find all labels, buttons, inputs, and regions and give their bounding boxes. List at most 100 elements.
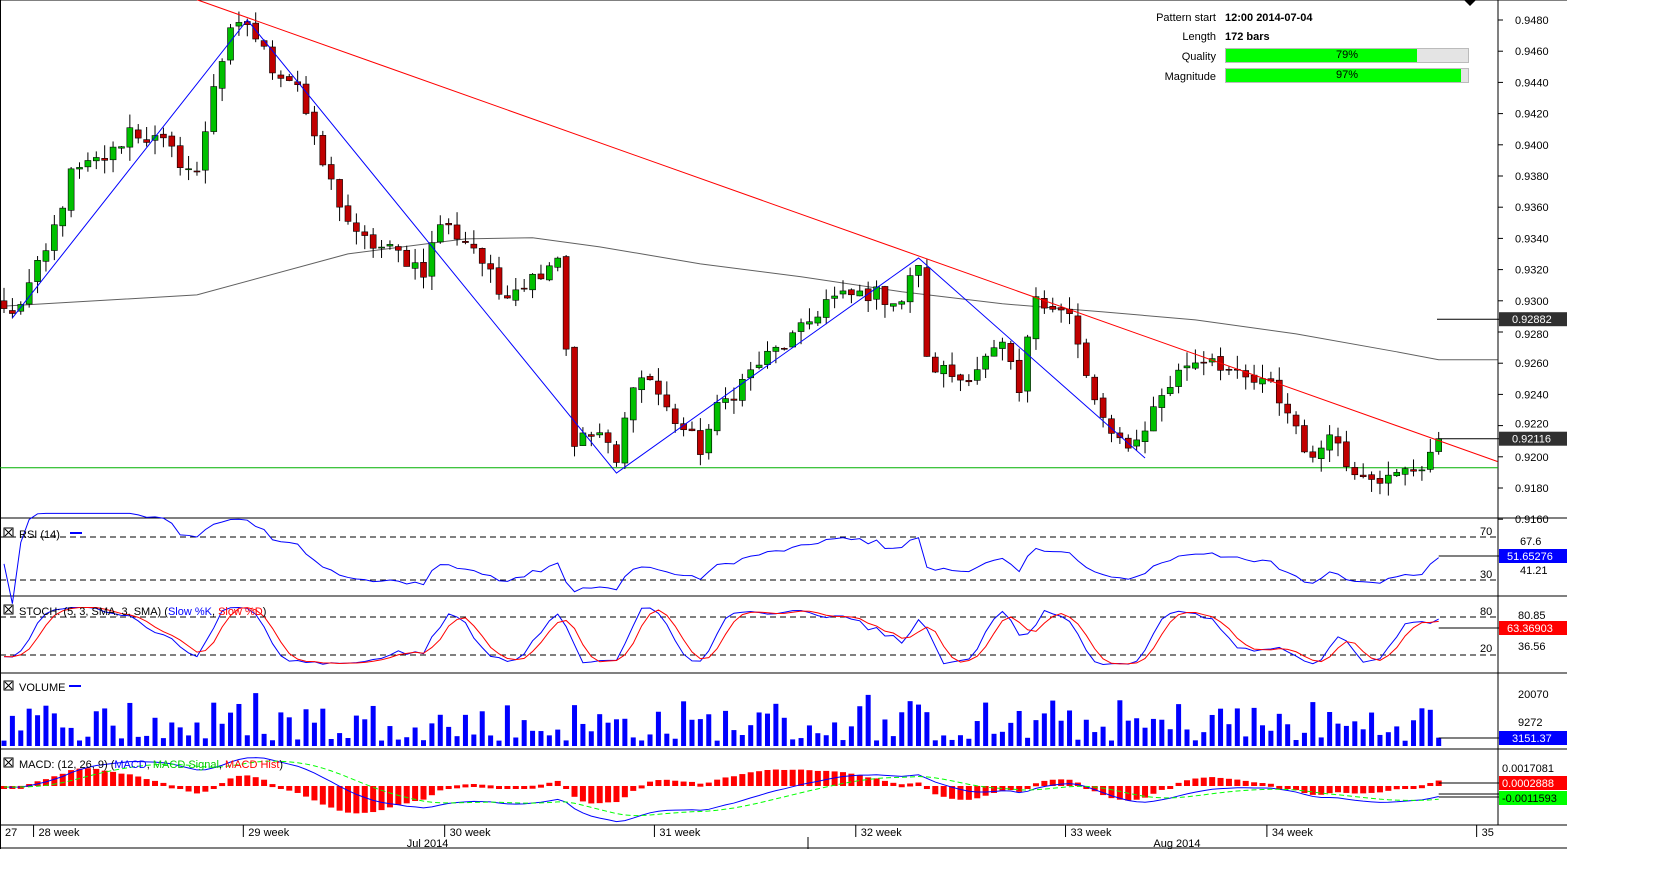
price-tick-label: 0.9440 <box>1515 77 1549 89</box>
volume-close-icon[interactable] <box>3 680 14 691</box>
volume-bar <box>18 730 24 746</box>
volume-bar <box>706 714 712 746</box>
candle-down <box>478 248 486 264</box>
macd-hist-bar <box>898 784 905 788</box>
volume-bar <box>748 725 754 746</box>
candle-up <box>831 295 838 299</box>
macd-hist-bar <box>462 784 469 788</box>
candle-down <box>361 231 369 236</box>
candle-down <box>504 295 511 299</box>
macd-hist-bar <box>697 783 704 787</box>
candle-up <box>755 364 763 368</box>
candle-up <box>1032 296 1040 340</box>
volume-bar <box>1243 736 1249 746</box>
candle-up <box>1150 406 1157 432</box>
volume-bar <box>941 735 947 746</box>
volume-bar <box>85 736 91 746</box>
macd-hist-bar <box>1041 780 1048 786</box>
macd-hist-bar <box>193 786 200 794</box>
candle-down <box>168 135 176 147</box>
volume-max-label: 20070 <box>1518 689 1549 701</box>
candle-down <box>1091 376 1098 401</box>
magnitude-bar: 97% <box>1225 68 1469 83</box>
candle-up <box>722 398 729 403</box>
price-tick-label: 0.9320 <box>1515 265 1549 277</box>
macd-hist-bar <box>621 786 628 798</box>
volume-bar <box>93 711 99 746</box>
candle-up <box>940 364 947 375</box>
macd-hist-bar <box>504 786 511 789</box>
volume-bar <box>488 735 494 746</box>
volume-bar <box>1343 725 1349 746</box>
volume-bar <box>68 727 74 746</box>
candle-up <box>51 224 58 251</box>
volume-axis: 20070 9272 3151.37 <box>1499 689 1567 745</box>
macd-hist-bar <box>93 768 100 786</box>
volume-bar <box>1134 718 1140 746</box>
volume-bar <box>1285 724 1291 746</box>
ma-value-box <box>1499 312 1567 327</box>
candle-up <box>1133 439 1140 447</box>
macd-hist-bar <box>571 786 578 797</box>
candle-down <box>462 240 469 243</box>
quality-bar-fill <box>1226 49 1418 62</box>
candle-up <box>999 341 1006 349</box>
macd-hist-bar <box>59 773 66 786</box>
price-tick-label: 0.9160 <box>1515 514 1549 526</box>
macd-panel <box>1 757 1567 823</box>
volume-bar <box>672 738 678 746</box>
candle-up <box>596 432 603 436</box>
macd-hist-bar <box>764 769 771 786</box>
macd-hist-bar <box>1091 786 1098 792</box>
macd-hist-bar <box>1326 786 1333 794</box>
candle-up <box>1385 474 1392 484</box>
time-axis: 27 28 week 29 week 30 week 31 week 32 week 33 … <box>0 825 1494 849</box>
macd-line <box>3 757 1439 823</box>
volume-bar <box>1025 737 1031 746</box>
macd-hist-bar <box>1083 786 1090 789</box>
rsi-close-icon[interactable] <box>3 527 14 538</box>
candle-up <box>797 322 805 332</box>
candle-up <box>554 257 562 268</box>
volume-bar <box>77 740 83 746</box>
volume-bar <box>1402 740 1408 746</box>
candle-down <box>285 76 293 81</box>
macd-signal-current-value: -0.0011593 <box>1502 793 1557 805</box>
close-x-icon <box>4 528 13 537</box>
volume-bar <box>1184 729 1190 746</box>
candle-down <box>1275 379 1283 404</box>
stoch-close-icon[interactable] <box>3 604 14 615</box>
macd-hist-bar <box>663 779 670 786</box>
candle-down <box>277 74 285 79</box>
macd-hist-bar <box>798 769 805 786</box>
volume-bar <box>882 719 888 746</box>
candle-down <box>680 423 687 431</box>
volume-bar <box>169 722 175 746</box>
volume-bar <box>370 705 376 746</box>
volume-bar <box>404 737 410 746</box>
volume-bar <box>395 739 401 746</box>
macd-hist-bar <box>856 775 863 786</box>
macd-hist-bar <box>1183 780 1190 786</box>
macd-hist-bar <box>496 786 503 789</box>
volume-bar <box>1301 732 1307 746</box>
week-label: 32 week <box>861 827 902 839</box>
quality-value: 79% <box>1335 49 1359 61</box>
macd-close-icon[interactable] <box>3 757 14 768</box>
volume-bar <box>1092 732 1098 746</box>
panel-frames <box>0 0 1567 849</box>
macd-hist-bar <box>772 769 779 786</box>
candle-down <box>571 346 578 447</box>
macd-hist-bar <box>1100 786 1107 796</box>
volume-bar <box>781 717 787 746</box>
macd-hist-bar <box>386 786 393 808</box>
chart-canvas: 0.9480 0.9460 0.9440 0.9420 0.9400 0.9380 0.93… <box>0 0 1567 849</box>
macd-hist-bar <box>756 771 763 786</box>
scroll-marker-icon[interactable] <box>1464 0 1476 6</box>
volume-bar <box>513 737 519 746</box>
macd-hist-bar <box>1335 786 1342 793</box>
macd-hist-bar <box>1301 786 1308 794</box>
volume-bar <box>135 736 141 746</box>
candle-up <box>739 379 746 401</box>
macd-hist-bar <box>563 786 570 789</box>
